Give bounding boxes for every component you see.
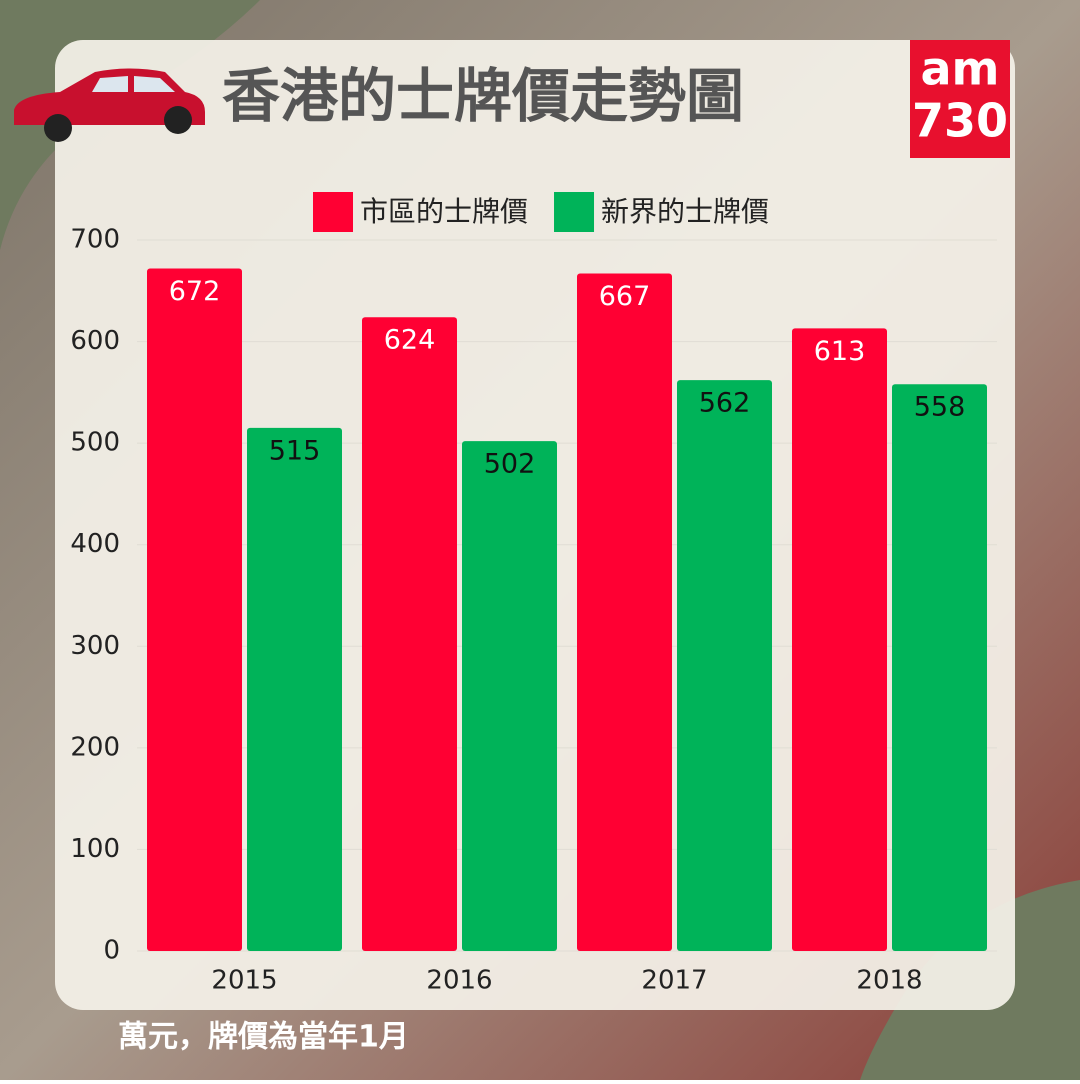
bar — [462, 441, 557, 951]
bar — [792, 328, 887, 951]
legend-label: 新界的士牌價 — [601, 195, 769, 228]
logo-box — [910, 40, 1010, 158]
y-tick-label: 100 — [70, 834, 120, 864]
x-tick-label: 2016 — [426, 966, 492, 996]
bar — [577, 273, 672, 952]
x-tick-label: 2018 — [856, 966, 922, 996]
y-tick-label: 300 — [70, 631, 120, 661]
legend-swatch — [313, 192, 353, 232]
y-tick-label: 500 — [70, 428, 120, 458]
data-label: 667 — [599, 281, 651, 312]
bar — [247, 427, 342, 952]
data-label: 515 — [269, 435, 321, 466]
bar — [147, 268, 242, 951]
legend-swatch — [554, 192, 595, 232]
logo-text: am — [921, 42, 1000, 96]
logo: am 730 — [910, 40, 1010, 158]
bar — [892, 384, 987, 951]
bar — [362, 317, 457, 951]
y-tick-label: 700 — [70, 225, 120, 255]
y-tick-label: 200 — [70, 732, 120, 762]
logo-text: 730 — [912, 94, 1008, 148]
footnote: 萬元，牌價為當年1月 — [118, 1020, 409, 1055]
x-tick-label: 2017 — [641, 966, 707, 996]
y-tick-label: 400 — [70, 529, 120, 559]
data-label: 558 — [914, 392, 966, 423]
data-label: 672 — [169, 276, 221, 307]
data-label: 624 — [384, 325, 436, 356]
bar — [677, 380, 772, 951]
y-tick-label: 600 — [70, 326, 120, 356]
taxi-icon — [14, 68, 205, 142]
data-label: 502 — [484, 449, 536, 480]
x-tick-label: 2015 — [211, 966, 277, 996]
data-label: 562 — [699, 388, 751, 419]
data-label: 613 — [814, 336, 866, 367]
legend-label: 市區的士牌價 — [360, 195, 528, 228]
chart-title: 香港的士牌價走勢圖 — [222, 62, 744, 130]
y-tick-label: 0 — [103, 936, 120, 966]
